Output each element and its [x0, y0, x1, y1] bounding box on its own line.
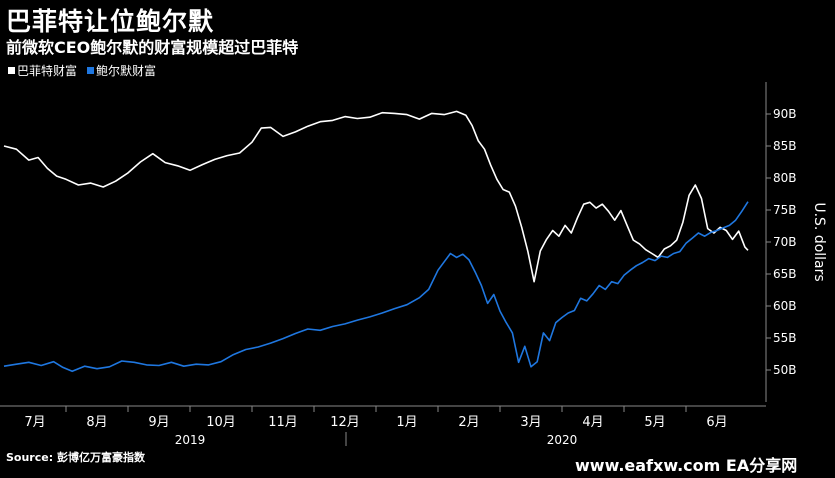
x-tick-label: 8月 [86, 415, 107, 430]
x-tick-label: 9月 [148, 415, 169, 430]
legend-item-ballmer: 鲍尔默财富 [87, 62, 156, 79]
x-tick-label: 1月 [396, 415, 417, 430]
x-tick-label: 4月 [582, 415, 603, 430]
y-axis-label: U.S. dollars [811, 202, 827, 281]
y-tick-label: 60B [773, 299, 797, 313]
y-tick-label: 75B [773, 203, 797, 217]
legend-swatch-ballmer [87, 67, 95, 74]
legend-item-buffett: 巴菲特财富 [8, 62, 77, 79]
x-tick-label: 10月 [206, 415, 236, 430]
x-tick-label: 12月 [330, 415, 360, 430]
legend-label-buffett: 巴菲特财富 [17, 64, 78, 78]
x-tick-label: 6月 [706, 415, 727, 430]
legend-label-ballmer: 鲍尔默财富 [96, 64, 157, 78]
source-note: Source: 彭博亿万富豪指数 [6, 451, 145, 464]
x-tick-label: 2月 [458, 415, 479, 430]
watermark: www.eafxw.com EA分享网 [575, 456, 798, 475]
y-tick-label: 90B [773, 107, 797, 121]
y-tick-label: 85B [773, 139, 797, 153]
series-line-buffett [3, 110, 749, 283]
y-tick-label: 50B [773, 363, 797, 377]
x-tick-label: 7月 [24, 415, 45, 430]
year-label: 2019 [175, 433, 206, 447]
chart-subtitle: 前微软CEO鲍尔默的财富规模超过巴菲特 [6, 38, 299, 57]
legend: 巴菲特财富 鲍尔默财富 [8, 62, 156, 79]
x-tick-label: 3月 [520, 415, 541, 430]
y-tick-label: 70B [773, 235, 797, 249]
x-tick-label: 11月 [268, 415, 298, 430]
legend-swatch-buffett [8, 67, 15, 74]
chart-title: 巴菲特让位鲍尔默 [6, 7, 215, 36]
series-line-ballmer [3, 201, 749, 373]
year-label: 2020 [547, 433, 578, 447]
y-tick-label: 55B [773, 331, 797, 345]
y-tick-label: 65B [773, 267, 797, 281]
y-tick-label: 80B [773, 171, 797, 185]
x-tick-label: 5月 [644, 415, 665, 430]
